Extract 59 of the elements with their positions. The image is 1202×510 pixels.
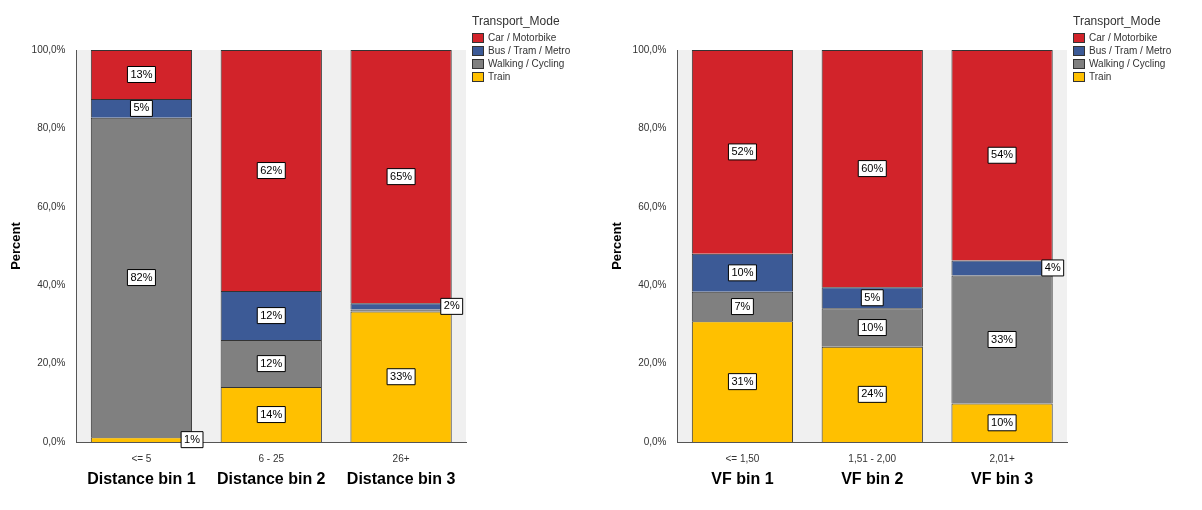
data-label: 14%: [260, 407, 283, 420]
data-label: 2%: [443, 299, 460, 312]
text: Distance bin 3: [346, 470, 456, 487]
text: Distance bin 1: [87, 470, 196, 487]
y-tick-label: 100,0%: [632, 43, 667, 55]
data-label: 7%: [734, 299, 751, 312]
legend-label: Bus / Tram / Metro: [1089, 45, 1172, 56]
data-label: 10%: [991, 415, 1014, 428]
text: VF bin 2: [841, 470, 904, 487]
data-label: 13%: [130, 67, 153, 80]
x-tick-label: 1,51 - 2,00: [848, 452, 897, 464]
data-label: 5%: [864, 290, 881, 303]
x-tick-label: <= 1,50: [725, 452, 760, 464]
y-tick-label: 100,0%: [31, 43, 66, 55]
legend-label: Train: [488, 71, 511, 82]
data-label: 33%: [991, 332, 1014, 345]
y-tick-label: 20,0%: [638, 357, 667, 369]
y-tick-label: 80,0%: [37, 122, 66, 134]
y-tick-label: 0,0%: [42, 435, 66, 447]
y-tick-label: 40,0%: [638, 278, 667, 290]
legend-label: Train: [1089, 71, 1112, 82]
text: VF bin 1: [711, 470, 774, 487]
data-label: 10%: [731, 265, 754, 278]
y-tick-label: 20,0%: [37, 357, 66, 369]
data-label: 12%: [260, 308, 283, 321]
data-label: 4%: [1044, 260, 1061, 273]
data-label: 31%: [731, 374, 754, 387]
x-tick-label: <= 5: [131, 452, 152, 464]
data-label: 12%: [260, 356, 283, 369]
text: Distance bin 2: [217, 470, 326, 487]
data-label: 33%: [390, 369, 413, 382]
legend-title: Transport_Mode: [472, 14, 561, 28]
x-tick-label: 2,01+: [989, 452, 1015, 464]
data-label: 60%: [861, 161, 884, 174]
legend-title: Transport_Mode: [1073, 14, 1162, 28]
data-label: 5%: [133, 101, 150, 114]
data-label: 62%: [260, 163, 283, 176]
data-label: 82%: [130, 270, 153, 283]
legend-label: Walking / Cycling: [488, 58, 565, 69]
y-tick-label: 0,0%: [643, 435, 667, 447]
data-label: 10%: [861, 320, 884, 333]
data-label: 54%: [991, 148, 1014, 161]
x-tick-label: 6 - 25: [258, 452, 285, 464]
data-label: 65%: [390, 169, 413, 182]
y-tick-label: 80,0%: [638, 122, 667, 134]
legend-label: Bus / Tram / Metro: [488, 45, 571, 56]
y-axis-title: Percent: [8, 221, 24, 270]
text: Car / Motorbike: [1089, 32, 1158, 43]
y-tick-label: 60,0%: [37, 200, 66, 212]
y-tick-label: 60,0%: [638, 200, 667, 212]
data-label: 52%: [731, 144, 754, 157]
y-axis-title: Percent: [609, 221, 625, 270]
data-label: 24%: [861, 387, 884, 400]
x-tick-label: 26+: [392, 452, 410, 464]
legend-label: Walking / Cycling: [1089, 58, 1166, 69]
y-tick-label: 40,0%: [37, 278, 66, 290]
data-label: 1%: [184, 432, 201, 445]
text: Car / Motorbike: [488, 32, 557, 43]
text: VF bin 3: [970, 470, 1034, 487]
